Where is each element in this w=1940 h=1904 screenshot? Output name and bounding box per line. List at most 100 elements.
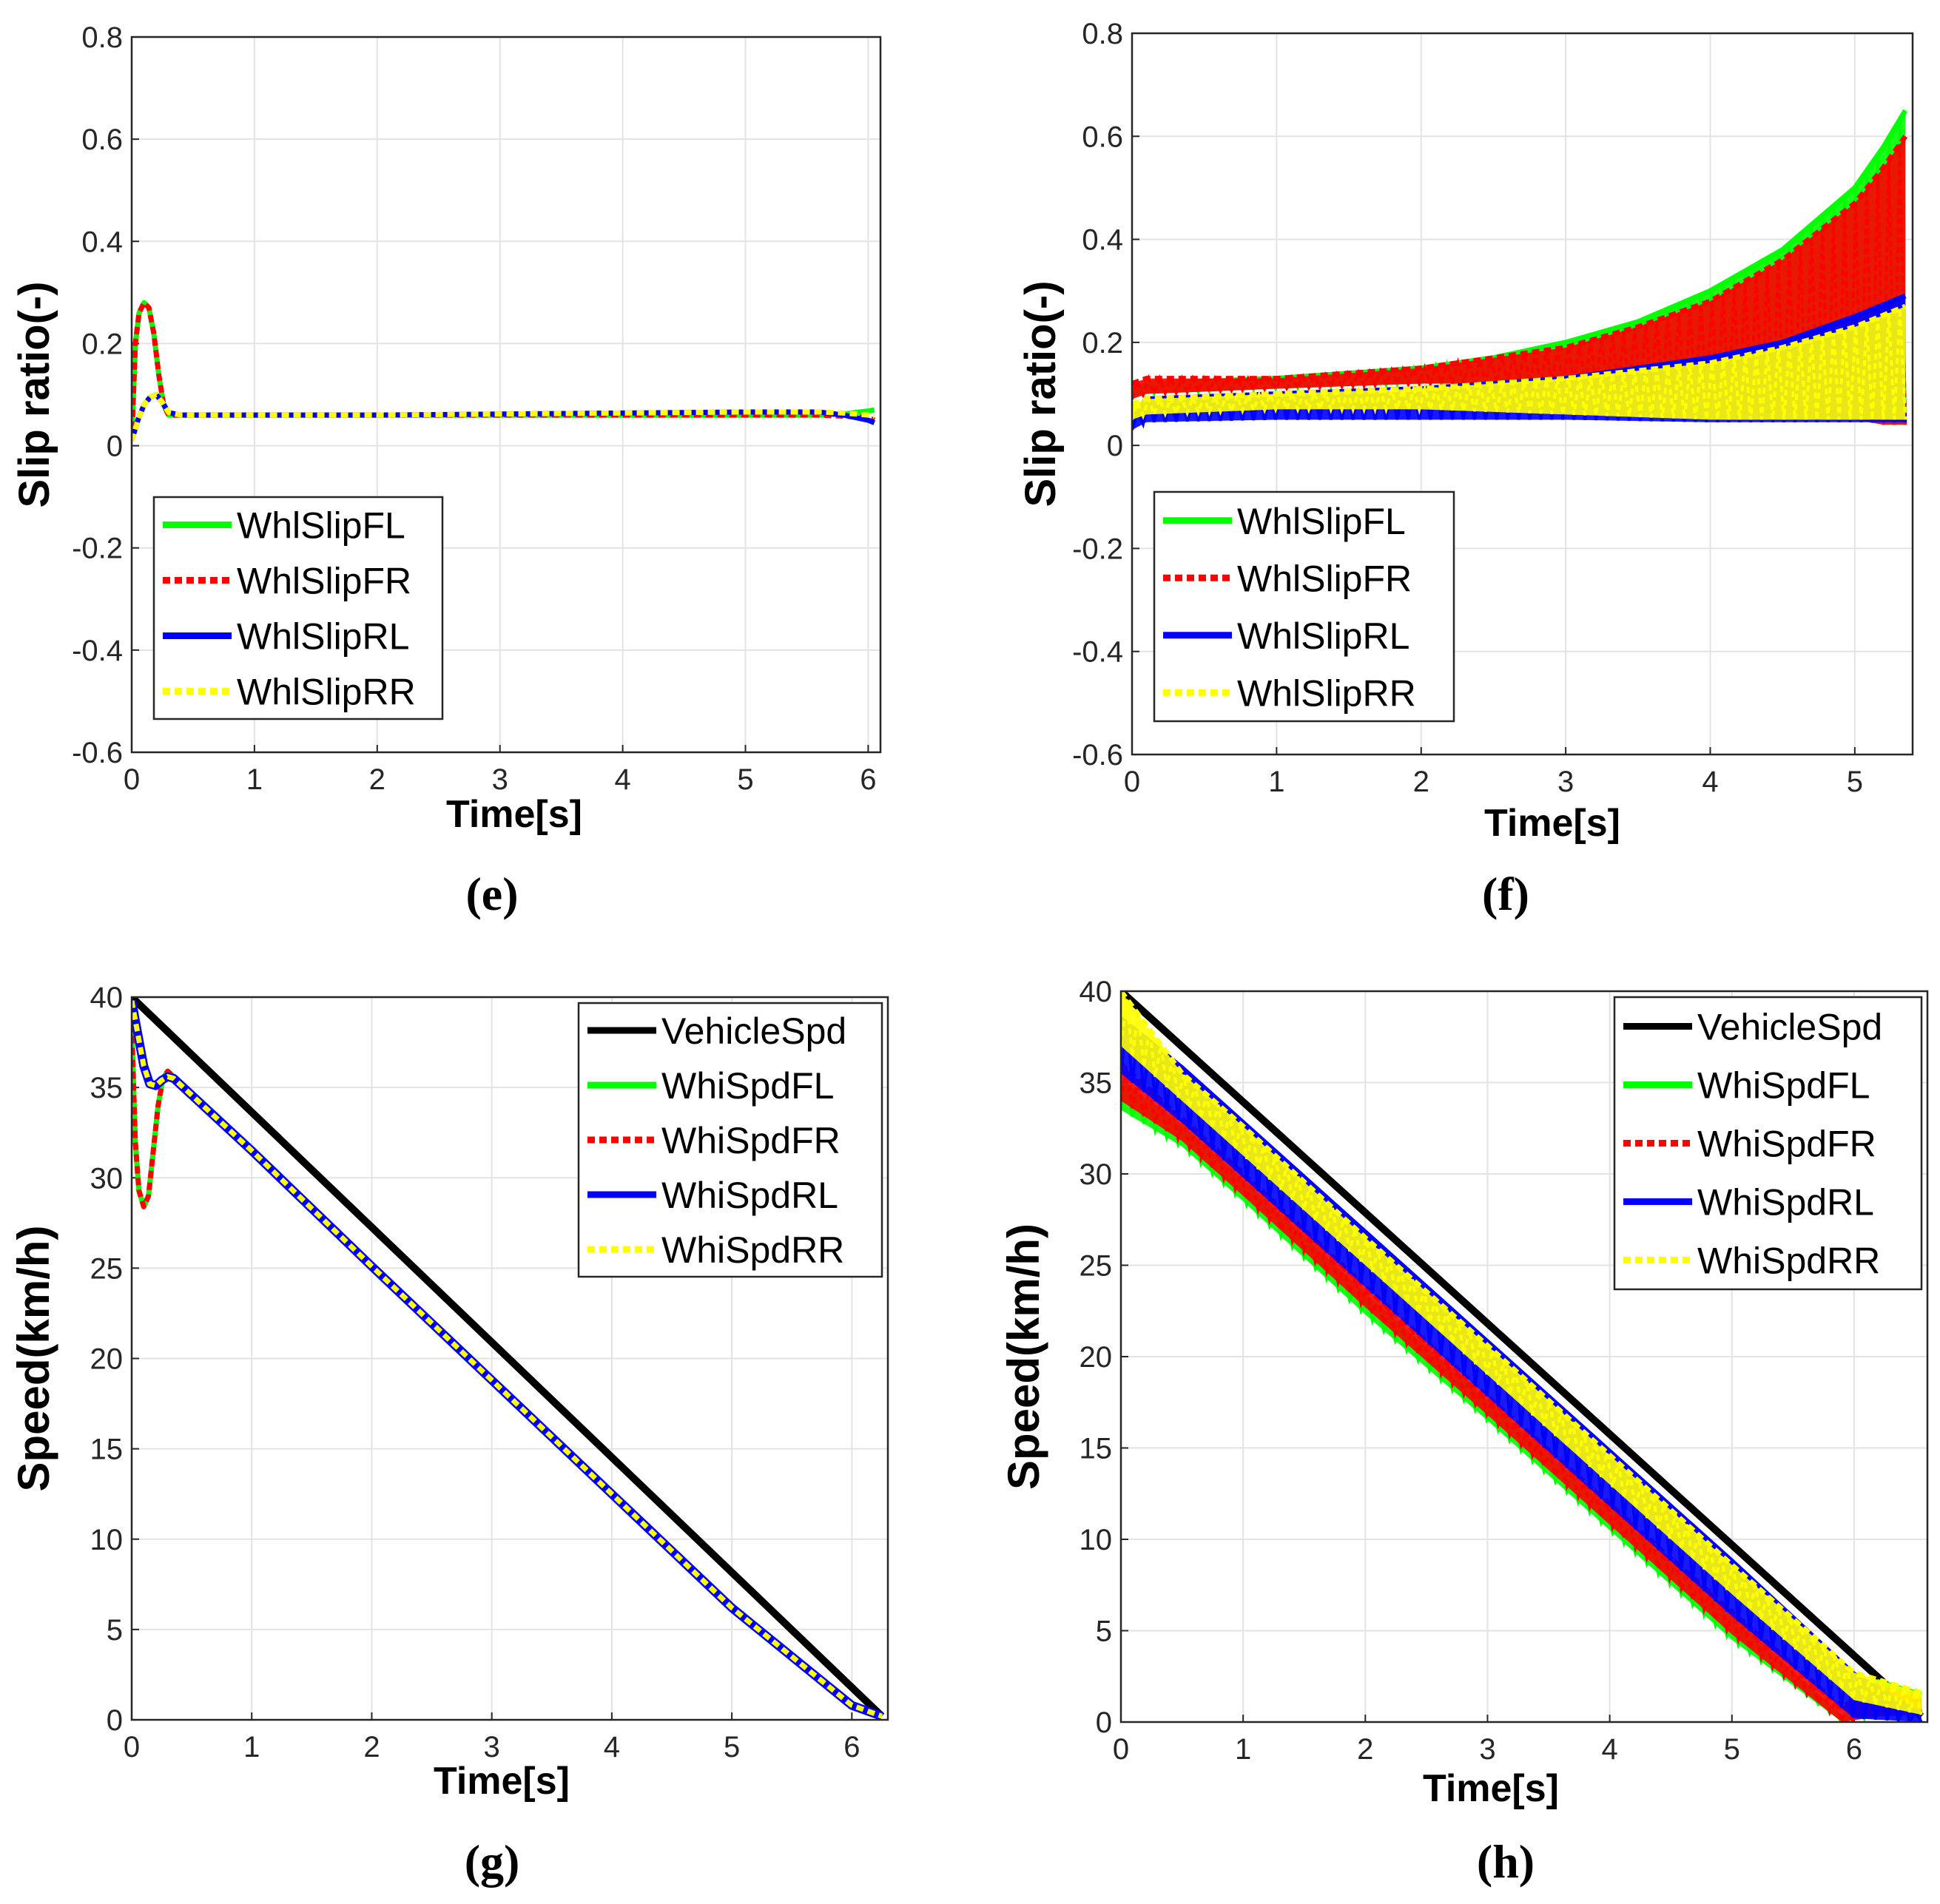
series-line-WhiSpdRR	[132, 1000, 883, 1719]
y-tick-label: 30	[1080, 1158, 1113, 1191]
x-tick-label: 1	[1268, 766, 1284, 798]
legend-label: WhlSlipFL	[1237, 501, 1406, 542]
x-tick-label: 4	[614, 763, 630, 796]
panel-caption: (e)	[465, 868, 518, 920]
y-tick-label: -0.2	[72, 533, 123, 565]
series-band-WhlSlipFR	[1132, 136, 1906, 425]
x-tick-label: 5	[724, 1731, 740, 1763]
series-line-WhlSlipRR	[132, 392, 875, 442]
x-tick-label: 2	[369, 763, 385, 796]
legend-label: WhlSlipRL	[237, 616, 409, 658]
y-tick-label: 10	[1080, 1524, 1113, 1556]
axes-frame	[1119, 990, 1929, 1724]
y-tick-label: 25	[90, 1252, 124, 1285]
panel-caption: (h)	[1477, 1835, 1535, 1888]
panel-h: 0 1 2 3 4 5 6 0 5 10 15 20 25 30 35 40 Time[s] Speed(km/h…	[999, 976, 1929, 1888]
series-edge-WhlSlipFR	[1132, 135, 1908, 386]
legend: VehicleSpd WhiSpdFL WhiSpdFR WhiSpdRL WhiSpd…	[577, 1002, 883, 1278]
x-tick-label: 5	[1847, 766, 1863, 798]
legend-label: WhiSpdRR	[1697, 1240, 1880, 1282]
legend: WhlSlipFL WhlSlipFR WhlSlipRL WhlSlipRR	[152, 496, 444, 720]
series-edge-WhiSpdRR	[1121, 991, 1922, 1695]
legend-label: WhiSpdFL	[661, 1065, 834, 1107]
x-tick-label: 5	[1724, 1733, 1740, 1766]
y-tick-label: 0.8	[81, 21, 123, 54]
y-tick-label: 35	[90, 1072, 124, 1104]
x-tick-label: 6	[1846, 1733, 1862, 1766]
legend: WhlSlipFL WhlSlipFR WhlSlipRL WhlSlipRR	[1153, 490, 1455, 723]
y-tick-label: 0	[107, 1704, 123, 1737]
y-tick-label: 20	[1080, 1341, 1113, 1374]
series-edge-WhlSlipRR	[1132, 303, 1907, 407]
legend-label: VehicleSpd	[661, 1010, 846, 1052]
y-tick-label: -0.2	[1072, 533, 1123, 565]
y-tick-label: 0	[107, 431, 123, 463]
x-tick-label: 2	[363, 1731, 380, 1763]
series-group	[132, 997, 885, 1720]
legend-label: WhiSpdFR	[1697, 1124, 1876, 1165]
y-tick-label: 20	[90, 1343, 124, 1376]
x-tick-label: 1	[246, 763, 263, 796]
x-tick-label: 1	[1235, 1733, 1251, 1766]
legend-label: WhiSpdFL	[1697, 1065, 1870, 1107]
y-tick-label: 35	[1080, 1067, 1113, 1100]
y-tick-label: 15	[1080, 1433, 1113, 1465]
x-tick-label: 0	[1113, 1733, 1129, 1766]
legend-label: WhiSpdRL	[661, 1175, 838, 1216]
x-tick-label: 4	[1702, 766, 1718, 798]
legend-box	[1153, 490, 1455, 723]
y-tick-label: 0.4	[1082, 224, 1123, 257]
series-group	[1121, 991, 1924, 1722]
y-tick-label: 40	[1080, 976, 1113, 1008]
y-tick-label: 0.2	[1082, 327, 1123, 359]
y-tick-label: 10	[90, 1524, 124, 1556]
panel-caption: (g)	[465, 1835, 520, 1888]
x-tick-label: 3	[484, 1731, 500, 1763]
legend-label: WhlSlipFR	[237, 561, 411, 602]
y-axis-label: Speed(km/h)	[999, 1223, 1048, 1490]
y-tick-label: 40	[90, 982, 124, 1014]
x-axis-label: Time[s]	[1484, 802, 1620, 845]
y-tick-label: 0.2	[81, 328, 123, 360]
y-tick-label: 25	[1080, 1250, 1113, 1283]
y-tick-label: 0.6	[81, 124, 123, 156]
series-band-WhlSlipRR	[1132, 306, 1906, 420]
legend-box	[152, 496, 444, 720]
axes-frame	[1131, 32, 1914, 756]
legend-label: WhlSlipRL	[1237, 615, 1409, 657]
legend-label: VehicleSpd	[1697, 1007, 1882, 1048]
legend: VehicleSpd WhiSpdFL WhiSpdFR WhiSpdRL WhiSpd…	[1613, 996, 1923, 1291]
x-axis-label: Time[s]	[1423, 1767, 1559, 1810]
series-group	[132, 300, 876, 442]
legend-label: WhiSpdRR	[661, 1229, 844, 1271]
x-tick-label: 2	[1413, 766, 1429, 798]
x-tick-label: 0	[124, 763, 140, 796]
y-tick-label: 0.8	[1082, 18, 1123, 50]
y-tick-label: -0.6	[72, 737, 123, 769]
x-tick-label: 5	[737, 763, 753, 796]
y-tick-label: 15	[90, 1434, 124, 1466]
y-tick-label: 0	[1096, 1706, 1112, 1739]
axes-frame	[130, 36, 882, 754]
y-tick-label: -0.4	[72, 635, 123, 667]
legend-label: WhlSlipRR	[237, 672, 416, 713]
legend-label: WhlSlipRR	[1237, 672, 1416, 714]
x-tick-label: 3	[492, 763, 508, 796]
x-tick-label: 3	[1557, 766, 1574, 798]
panel-caption: (f)	[1482, 868, 1529, 920]
legend-label: WhlSlipFR	[1237, 558, 1412, 599]
x-tick-label: 0	[1124, 766, 1140, 798]
series-line-WhiSpdFR	[1121, 1069, 1923, 1722]
x-tick-label: 3	[1479, 1733, 1495, 1766]
x-axis-label: Time[s]	[434, 1760, 570, 1803]
axes-frame	[130, 996, 889, 1721]
x-tick-label: 0	[124, 1731, 140, 1763]
legend-label: WhlSlipFL	[237, 505, 405, 547]
series-edge-WhlSlipRL	[1132, 293, 1907, 422]
panel-f: 0 1 2 3 4 5 -0.6 -0.4 -0.2 0 0.2 0.4 0.6 0.8 Time[s] Sl…	[1017, 18, 1914, 920]
y-tick-label: -0.4	[1072, 636, 1123, 669]
series-line-VehicleSpd	[132, 997, 885, 1719]
y-tick-label: 30	[90, 1162, 124, 1195]
x-tick-label: 4	[1601, 1733, 1617, 1766]
